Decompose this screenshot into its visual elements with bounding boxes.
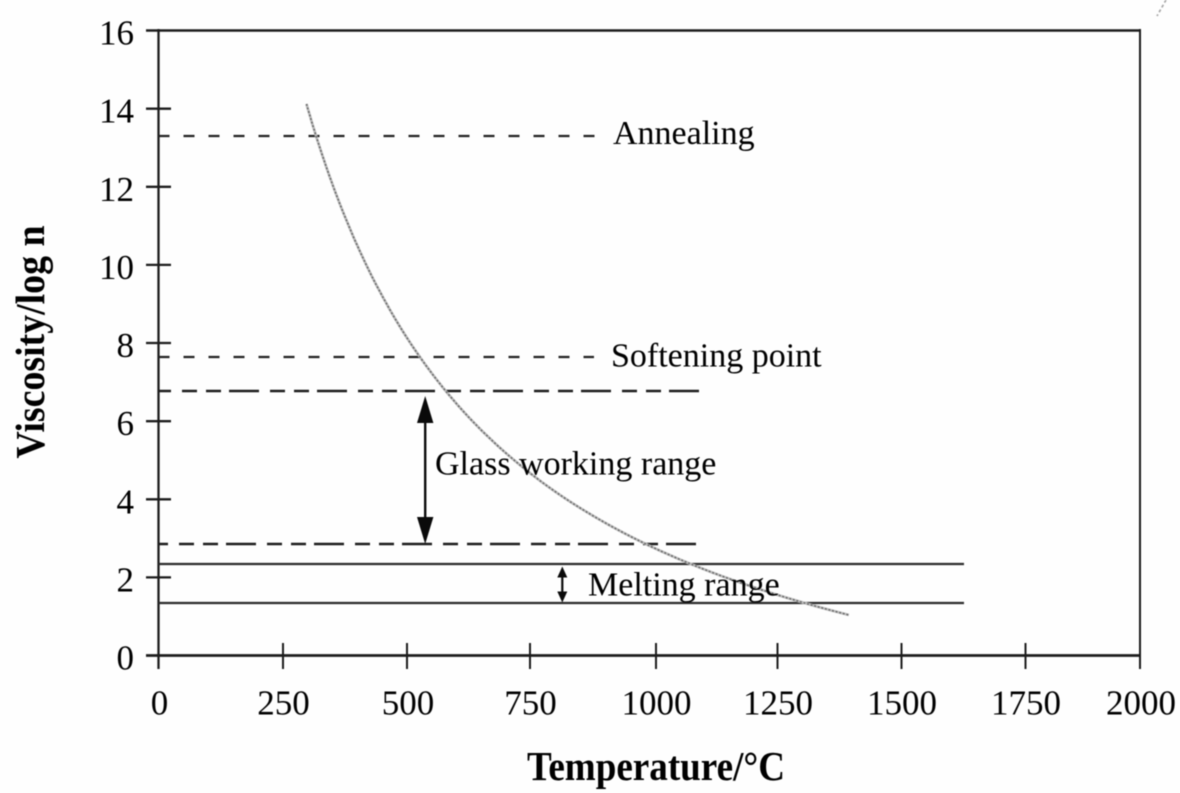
svg-text:8: 8 bbox=[117, 326, 135, 365]
svg-text:Glass working range: Glass working range bbox=[435, 446, 716, 483]
svg-text:6: 6 bbox=[117, 404, 135, 443]
svg-text:1000: 1000 bbox=[622, 684, 692, 723]
svg-text:14: 14 bbox=[99, 92, 134, 131]
svg-text:4: 4 bbox=[117, 482, 135, 521]
svg-text:1750: 1750 bbox=[991, 684, 1061, 723]
svg-text:Melting range: Melting range bbox=[588, 567, 780, 604]
svg-text:16: 16 bbox=[99, 14, 134, 53]
svg-text:12: 12 bbox=[99, 170, 134, 209]
svg-text:750: 750 bbox=[504, 684, 557, 723]
svg-text:10: 10 bbox=[99, 248, 134, 287]
svg-text:250: 250 bbox=[257, 684, 310, 723]
svg-text:1250: 1250 bbox=[743, 684, 813, 723]
svg-text:2000: 2000 bbox=[1106, 684, 1176, 723]
svg-text:1500: 1500 bbox=[867, 684, 937, 723]
svg-text:0: 0 bbox=[151, 684, 169, 723]
svg-text:Temperature/°C: Temperature/°C bbox=[527, 743, 785, 789]
svg-text:Viscosity/log n: Viscosity/log n bbox=[7, 225, 53, 458]
svg-text:500: 500 bbox=[382, 684, 435, 723]
svg-text:Softening point: Softening point bbox=[611, 338, 822, 375]
svg-text:2: 2 bbox=[117, 560, 135, 599]
svg-text:0: 0 bbox=[117, 639, 135, 678]
svg-text:Annealing: Annealing bbox=[613, 115, 755, 152]
